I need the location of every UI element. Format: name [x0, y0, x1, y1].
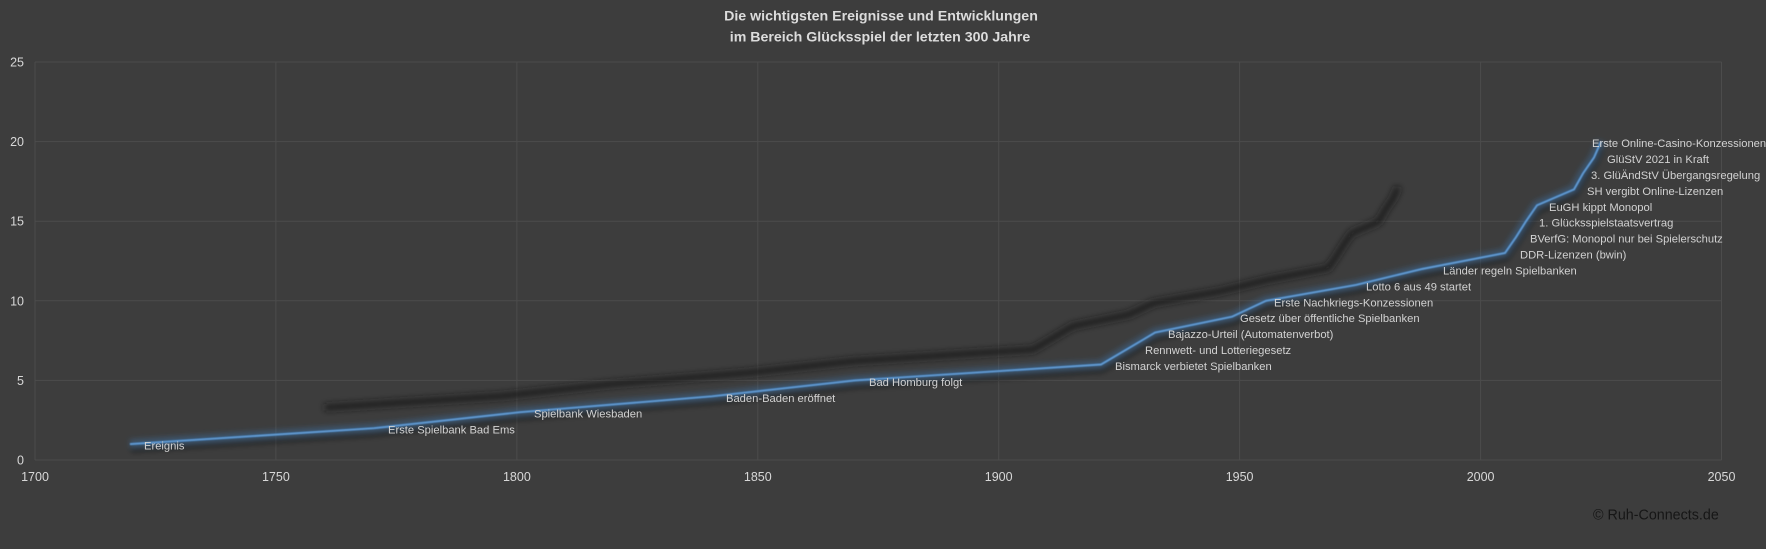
svg-text:BVerfG: Monopol nur bei Spiele: BVerfG: Monopol nur bei Spielerschutz	[1530, 234, 1723, 246]
svg-text:20: 20	[10, 135, 24, 149]
svg-text:5: 5	[17, 374, 24, 388]
svg-text:Erste Nachkriegs-Konzessionen: Erste Nachkriegs-Konzessionen	[1274, 297, 1433, 309]
svg-text:Baden-Baden eröffnet: Baden-Baden eröffnet	[726, 393, 836, 405]
svg-text:3. GlüÄndStV Übergangsregelung: 3. GlüÄndStV Übergangsregelung	[1591, 170, 1760, 182]
svg-text:10: 10	[10, 294, 24, 308]
svg-text:im Bereich Glücksspiel der let: im Bereich Glücksspiel der letzten 300 J…	[730, 30, 1031, 46]
svg-text:Bad Homburg folgt: Bad Homburg folgt	[869, 377, 963, 389]
svg-text:Spielbank Wiesbaden: Spielbank Wiesbaden	[534, 409, 642, 421]
svg-text:© Ruh-Connects.de: © Ruh-Connects.de	[1593, 508, 1719, 524]
svg-text:Lotto 6 aus 49 startet: Lotto 6 aus 49 startet	[1366, 281, 1472, 293]
svg-text:Die wichtigsten Ereignisse und: Die wichtigsten Ereignisse und Entwicklu…	[724, 9, 1038, 25]
svg-text:1950: 1950	[1226, 470, 1254, 484]
svg-text:Ereignis: Ereignis	[144, 441, 185, 453]
svg-text:1850: 1850	[744, 470, 772, 484]
svg-text:Rennwett- und Lotteriegesetz: Rennwett- und Lotteriegesetz	[1145, 345, 1292, 357]
svg-text:DDR-Lizenzen (bwin): DDR-Lizenzen (bwin)	[1520, 250, 1627, 262]
svg-text:0: 0	[17, 454, 24, 468]
svg-text:Bajazzo-Urteil (Automatenverbo: Bajazzo-Urteil (Automatenverbot)	[1168, 329, 1334, 341]
svg-text:2000: 2000	[1467, 470, 1495, 484]
svg-text:Länder regeln Spielbanken: Länder regeln Spielbanken	[1443, 266, 1577, 278]
svg-text:15: 15	[10, 215, 24, 229]
svg-text:GlüStV 2021 in Kraft: GlüStV 2021 in Kraft	[1607, 154, 1710, 166]
svg-text:1800: 1800	[503, 470, 531, 484]
svg-text:1. Glücksspielstaatsvertrag: 1. Glücksspielstaatsvertrag	[1539, 218, 1673, 230]
svg-text:Gesetz über öffentliche Spielb: Gesetz über öffentliche Spielbanken	[1240, 313, 1420, 325]
svg-text:Erste Online-Casino-Konzession: Erste Online-Casino-Konzessionen	[1592, 138, 1766, 150]
svg-text:SH vergibt Online-Lizenzen: SH vergibt Online-Lizenzen	[1587, 186, 1723, 198]
svg-text:1700: 1700	[21, 470, 49, 484]
svg-text:1900: 1900	[985, 470, 1013, 484]
svg-text:EuGH kippt Monopol: EuGH kippt Monopol	[1549, 202, 1652, 214]
svg-text:Bismarck verbietet Spielbanken: Bismarck verbietet Spielbanken	[1115, 361, 1272, 373]
svg-text:25: 25	[10, 56, 24, 70]
svg-text:1750: 1750	[262, 470, 290, 484]
svg-text:2050: 2050	[1708, 470, 1736, 484]
svg-text:Erste Spielbank Bad Ems: Erste Spielbank Bad Ems	[388, 425, 515, 437]
